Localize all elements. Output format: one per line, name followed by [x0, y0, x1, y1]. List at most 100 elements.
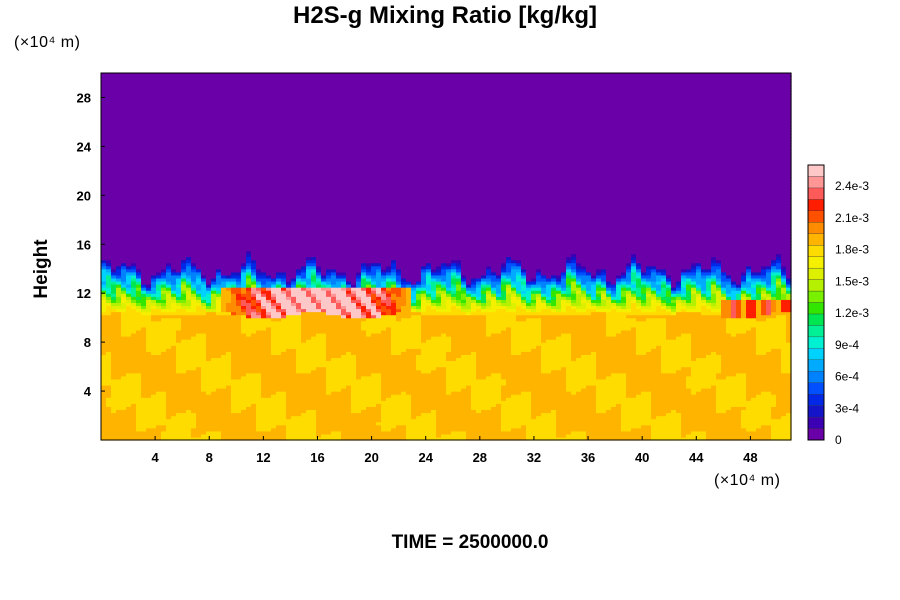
heatmap-cell — [151, 415, 157, 420]
heatmap-cell — [536, 348, 542, 352]
heatmap-cell — [606, 400, 612, 404]
heatmap-cell — [176, 354, 182, 359]
heatmap-cell — [151, 418, 157, 423]
heatmap-cell — [401, 332, 407, 337]
heatmap-cell — [161, 329, 167, 334]
heatmap-cell — [261, 409, 267, 414]
heatmap-cell — [646, 375, 652, 380]
heatmap-cell — [486, 433, 492, 438]
heatmap-cell — [601, 403, 607, 407]
heatmap-cell — [446, 378, 452, 383]
heatmap-cell — [411, 354, 417, 359]
heatmap-cell — [136, 378, 142, 383]
heatmap-cell — [616, 378, 622, 383]
heatmap-cell — [656, 412, 662, 417]
heatmap-cell — [591, 406, 597, 411]
heatmap-cell — [336, 391, 342, 395]
heatmap-cell — [201, 406, 207, 411]
heatmap-cell — [326, 329, 332, 334]
heatmap-cell — [126, 394, 132, 398]
heatmap-cell — [271, 375, 277, 380]
heatmap-cell — [141, 354, 147, 359]
heatmap-cell — [631, 366, 637, 371]
heatmap-cell — [256, 400, 262, 404]
heatmap-cell — [236, 366, 242, 371]
heatmap-cell — [781, 430, 787, 435]
heatmap-cell — [551, 372, 557, 377]
heatmap-cell — [371, 332, 377, 337]
heatmap-cell — [626, 375, 632, 380]
heatmap-cell — [376, 409, 382, 414]
heatmap-cell — [786, 357, 792, 362]
heatmap-cell — [486, 400, 492, 404]
heatmap-cell — [101, 326, 107, 331]
heatmap-cell — [681, 360, 687, 365]
heatmap-cell — [246, 332, 252, 337]
heatmap-cell — [471, 424, 477, 429]
heatmap-cell — [616, 339, 622, 343]
heatmap-cell — [776, 339, 782, 343]
heatmap-cell — [341, 339, 347, 343]
heatmap-cell — [196, 412, 202, 417]
heatmap-cell — [316, 394, 322, 398]
heatmap-cell — [446, 400, 452, 404]
heatmap-cell — [296, 357, 302, 362]
heatmap-cell — [571, 421, 577, 426]
heatmap-cell — [541, 329, 547, 334]
heatmap-cell — [346, 397, 352, 401]
heatmap-cell — [181, 345, 187, 349]
heatmap-cell — [781, 412, 787, 417]
heatmap-cell — [386, 372, 392, 377]
heatmap-cell — [311, 394, 317, 398]
heatmap-cell — [566, 375, 572, 380]
heatmap-cell — [441, 348, 447, 352]
heatmap-cell — [306, 342, 312, 346]
heatmap-cell — [316, 345, 322, 349]
heatmap-cell — [606, 436, 612, 441]
heatmap-cell — [151, 351, 157, 355]
heatmap-cell — [686, 415, 692, 420]
heatmap-cell — [236, 424, 242, 429]
heatmap-cell — [646, 430, 652, 435]
heatmap-cell — [151, 329, 157, 334]
heatmap-cell — [691, 360, 697, 365]
heatmap-cell — [351, 339, 357, 343]
heatmap-cell — [626, 415, 632, 420]
heatmap-cell — [581, 394, 587, 398]
heatmap-cell — [181, 424, 187, 429]
heatmap-cell — [526, 433, 532, 438]
heatmap-cell — [121, 384, 127, 389]
heatmap-cell — [616, 433, 622, 438]
heatmap-cell — [366, 430, 372, 435]
heatmap-cell — [646, 427, 652, 432]
heatmap-cell — [726, 369, 732, 374]
heatmap-cell — [501, 384, 507, 389]
heatmap-cell — [346, 357, 352, 362]
heatmap-cell — [191, 403, 197, 407]
heatmap-cell — [101, 418, 107, 423]
heatmap-cell — [321, 342, 327, 346]
heatmap-cell — [161, 357, 167, 362]
heatmap-cell — [261, 348, 267, 352]
heatmap-cell — [116, 412, 122, 417]
heatmap-cell — [781, 384, 787, 389]
heatmap-cell — [506, 360, 512, 365]
heatmap-cell — [446, 381, 452, 386]
heatmap-cell — [456, 391, 462, 395]
heatmap-cell — [741, 424, 747, 429]
heatmap-cell — [251, 345, 257, 349]
heatmap-cell — [681, 363, 687, 368]
heatmap-cell — [241, 436, 247, 441]
heatmap-cell — [741, 351, 747, 355]
heatmap-cell — [206, 415, 212, 420]
heatmap-cell — [231, 342, 237, 346]
heatmap-cell — [396, 369, 402, 374]
heatmap-cell — [176, 366, 182, 371]
heatmap-cell — [356, 415, 362, 420]
heatmap-cell — [231, 336, 237, 340]
heatmap-cell — [271, 421, 277, 426]
heatmap-cell — [476, 357, 482, 362]
heatmap-cell — [786, 388, 792, 392]
heatmap-cell — [141, 427, 147, 432]
heatmap-cell — [266, 351, 272, 355]
